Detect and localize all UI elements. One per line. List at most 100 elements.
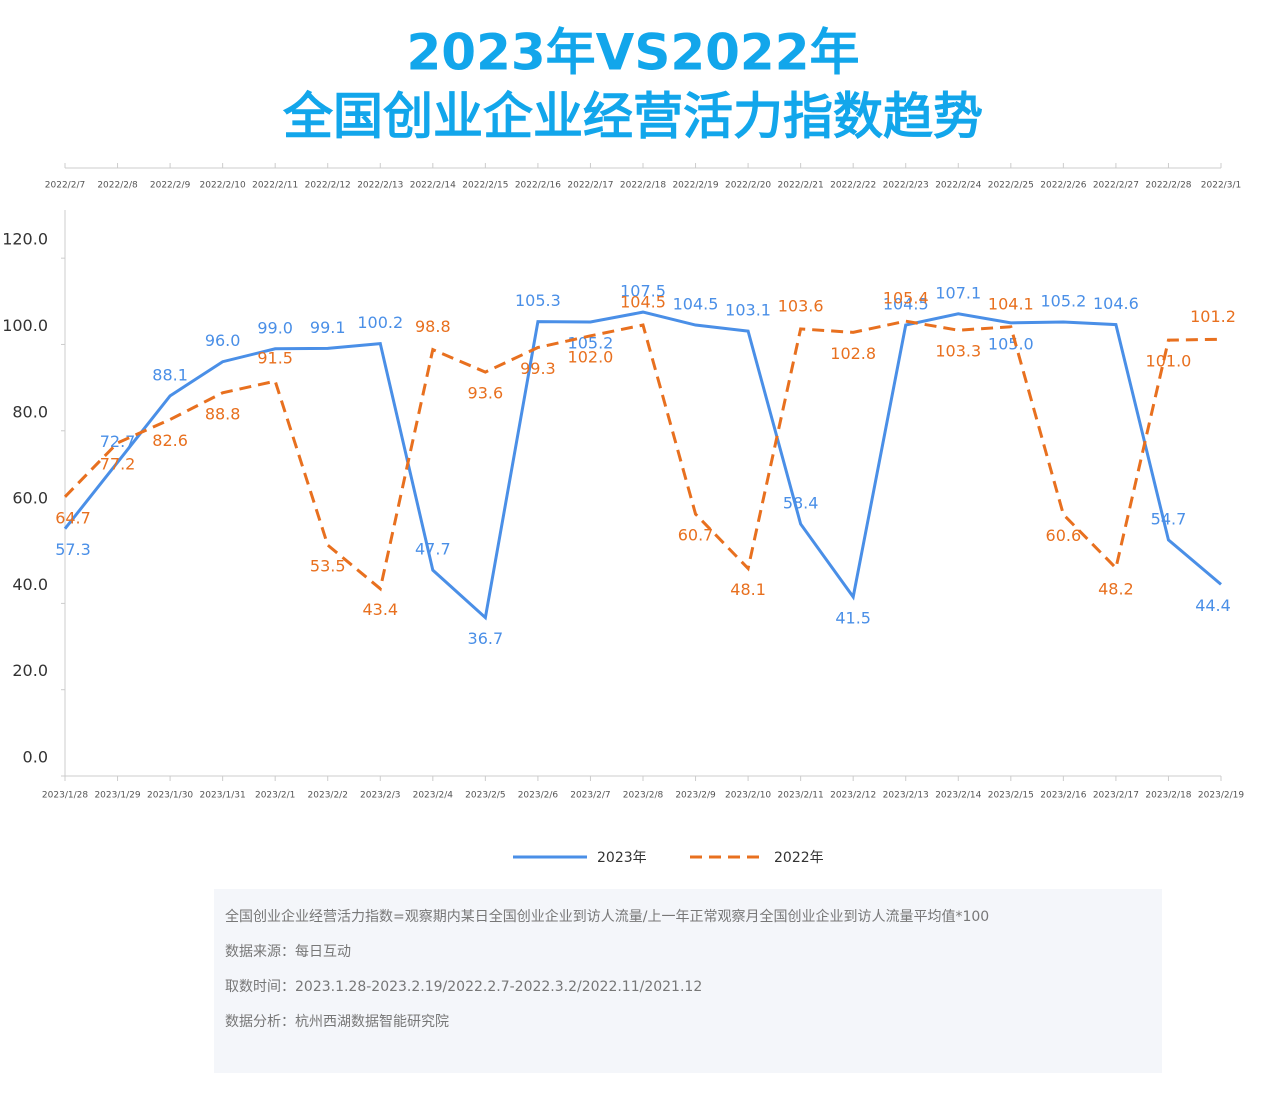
top-tick-label: 2022/2/14 (410, 181, 456, 191)
top-tick-label: 2022/3/1 (1201, 181, 1241, 191)
top-tick-label: 2022/2/19 (672, 181, 718, 191)
x-tick-label: 2023/2/15 (988, 791, 1034, 801)
chart-title: 全国创业企业经营活力指数趋势 (282, 88, 983, 146)
value-label: 102.0 (568, 347, 614, 366)
top-tick-label: 2022/2/8 (97, 181, 138, 191)
value-label: 41.5 (835, 608, 871, 627)
value-label: 48.2 (1098, 579, 1134, 598)
x-tick-label: 2023/1/28 (42, 791, 88, 801)
top-tick-label: 2022/2/7 (45, 181, 85, 191)
value-label: 99.1 (310, 318, 346, 337)
series-line (63, 319, 1222, 592)
value-label: 107.1 (935, 283, 981, 302)
value-label: 105.2 (568, 334, 614, 353)
value-label: 64.7 (55, 508, 91, 527)
value-label: 44.4 (1195, 596, 1231, 615)
value-label: 101.2 (1190, 307, 1236, 326)
y-tick-label: 0.0 (23, 748, 48, 767)
x-tick-label: 2023/2/9 (675, 791, 716, 801)
legend-label: 2022年 (774, 850, 824, 866)
top-tick-label: 2022/2/18 (620, 181, 666, 191)
value-label: 103.6 (778, 296, 824, 315)
top-tick-label: 2022/2/12 (305, 181, 351, 191)
note: 数据来源：每日互动 (225, 944, 351, 960)
legend-label: 2023年 (597, 850, 647, 866)
value-label: 77.2 (100, 454, 136, 473)
x-tick-label: 2023/2/17 (1093, 791, 1139, 801)
value-label: 99.0 (257, 318, 293, 337)
value-label: 104.5 (620, 293, 666, 312)
x-tick-label: 2023/2/19 (1198, 791, 1244, 801)
x-tick-label: 2023/2/12 (830, 791, 876, 801)
top-tick-label: 2022/2/28 (1145, 181, 1191, 191)
top-tick-label: 2022/2/22 (830, 181, 876, 191)
x-tick-label: 2023/2/8 (623, 791, 664, 801)
x-tick-label: 2023/1/29 (94, 791, 140, 801)
y-tick-label: 120.0 (2, 230, 48, 249)
value-label: 103.3 (935, 342, 981, 361)
value-label: 99.3 (520, 359, 556, 378)
top-tick-label: 2022/2/11 (252, 181, 298, 191)
value-label: 107.5 (620, 282, 666, 301)
note-box (214, 889, 1162, 1073)
top-tick-label: 2022/2/17 (567, 181, 613, 191)
value-label: 105.3 (515, 291, 561, 310)
series-line (63, 310, 1222, 621)
top-tick-label: 2022/2/26 (1040, 181, 1086, 191)
top-tick-label: 2022/2/9 (150, 181, 191, 191)
x-tick-label: 2023/1/30 (147, 791, 193, 801)
value-label: 102.8 (830, 344, 876, 363)
y-tick-label: 40.0 (12, 575, 48, 594)
value-label: 47.7 (415, 540, 451, 559)
top-tick-label: 2022/2/27 (1093, 181, 1139, 191)
top-tick-label: 2022/2/15 (462, 181, 508, 191)
x-tick-label: 2023/2/7 (570, 791, 610, 801)
value-label: 58.4 (783, 493, 819, 512)
value-label: 105.2 (1040, 292, 1086, 311)
value-label: 36.7 (468, 629, 504, 648)
y-tick-label: 60.0 (12, 489, 48, 508)
value-label: 72.7 (100, 432, 136, 451)
value-label: 43.4 (362, 600, 398, 619)
value-label: 98.8 (415, 317, 451, 336)
value-label: 100.2 (357, 313, 403, 332)
x-tick-label: 2023/2/16 (1040, 791, 1086, 801)
x-tick-label: 2023/2/6 (518, 791, 559, 801)
value-label: 88.1 (152, 365, 188, 384)
top-tick-label: 2022/2/25 (988, 181, 1034, 191)
chart-title: 2023年VS2022年 (406, 24, 859, 82)
x-tick-label: 2023/2/13 (883, 791, 929, 801)
top-tick-label: 2022/2/10 (200, 181, 246, 191)
top-tick-label: 2022/2/16 (515, 181, 561, 191)
x-tick-label: 2023/2/10 (725, 791, 771, 801)
value-label: 57.3 (55, 540, 91, 559)
top-tick-label: 2022/2/21 (778, 181, 824, 191)
value-label: 93.6 (468, 384, 504, 403)
x-tick-label: 2023/2/3 (360, 791, 400, 801)
x-tick-label: 2023/2/4 (413, 791, 454, 801)
x-tick-label: 2023/2/5 (465, 791, 505, 801)
note: 取数时间：2023.1.28-2023.2.19/2022.2.7-2022.3… (225, 979, 702, 995)
value-label: 104.5 (673, 295, 719, 314)
value-label: 53.5 (310, 557, 346, 576)
value-label: 105.0 (988, 334, 1034, 353)
value-label: 104.1 (988, 294, 1034, 313)
x-tick-label: 2023/2/18 (1145, 791, 1191, 801)
value-label: 91.5 (257, 349, 293, 368)
y-tick-label: 80.0 (12, 402, 48, 421)
top-tick-label: 2022/2/24 (935, 181, 981, 191)
x-tick-label: 2023/2/14 (935, 791, 981, 801)
y-tick-label: 100.0 (2, 316, 48, 335)
value-label: 88.8 (205, 404, 241, 423)
value-label: 96.0 (205, 331, 241, 350)
value-label: 104.6 (1093, 294, 1139, 313)
value-label: 104.5 (883, 295, 929, 314)
value-label: 60.6 (1046, 526, 1082, 545)
x-tick-label: 2023/1/31 (200, 791, 246, 801)
note: 全国创业企业经营活力指数=观察期内某日全国创业企业到访人流量/上一年正常观察月全… (225, 908, 989, 925)
value-label: 60.7 (678, 526, 714, 545)
note: 数据分析：杭州西湖数据智能研究院 (225, 1014, 449, 1030)
value-label: 54.7 (1151, 509, 1187, 528)
value-label: 105.4 (883, 289, 929, 308)
